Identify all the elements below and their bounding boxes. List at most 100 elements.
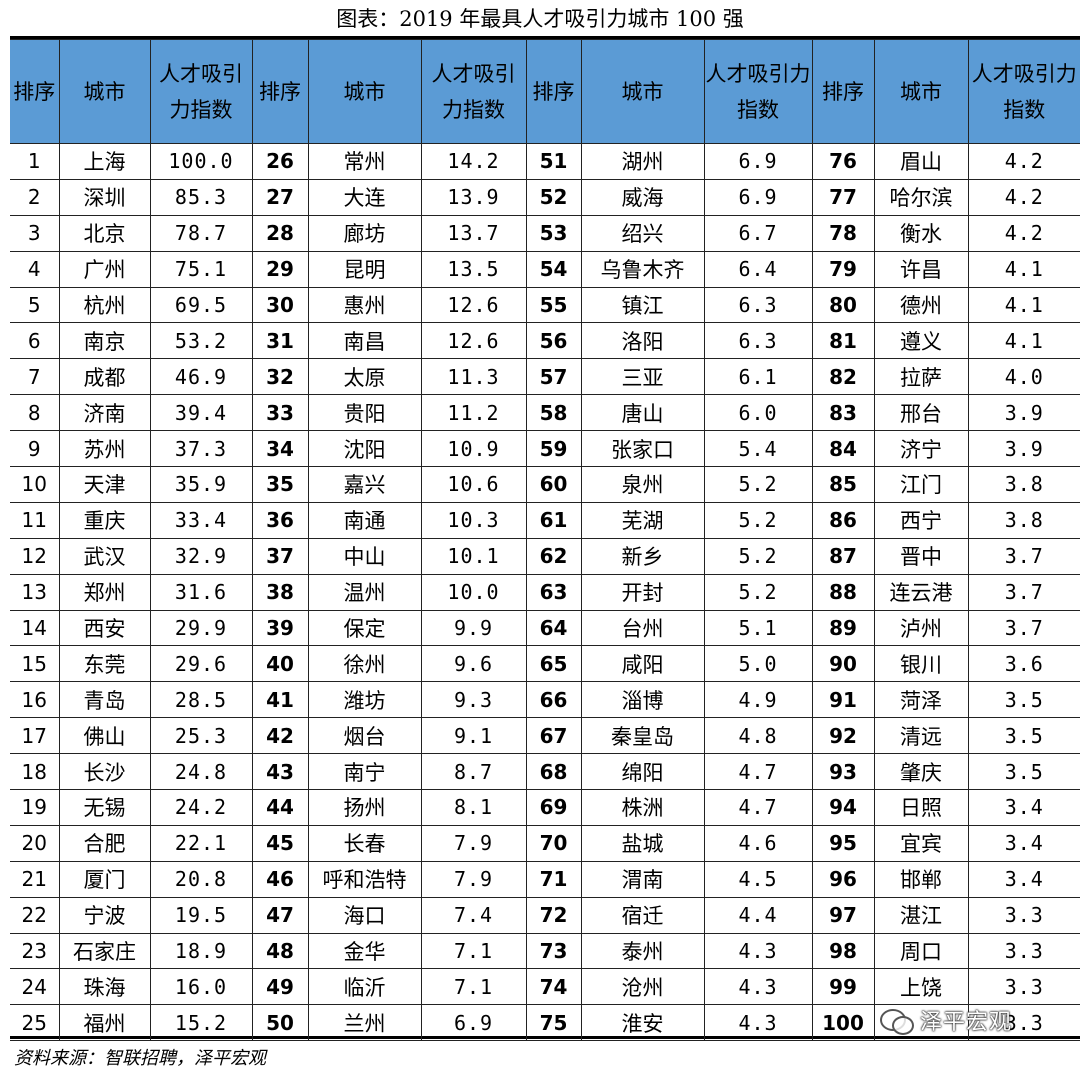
rank-cell: 10 — [10, 466, 60, 503]
index-cell: 39.4 — [149, 394, 253, 432]
city-cell: 合肥 — [58, 824, 151, 862]
rank-cell: 32 — [251, 358, 309, 396]
index-cell: 4.9 — [703, 681, 813, 719]
wechat-icon — [880, 1005, 914, 1035]
city-cell: 淮安 — [580, 1004, 705, 1042]
city-cell: 福州 — [58, 1004, 151, 1042]
city-cell: 肇庆 — [873, 753, 969, 791]
city-cell: 衡水 — [873, 214, 969, 252]
index-cell: 3.3 — [967, 896, 1080, 934]
index-cell: 7.9 — [420, 860, 527, 898]
index-cell: 4.1 — [967, 322, 1080, 360]
city-cell: 昆明 — [307, 250, 422, 288]
rank-cell: 87 — [811, 537, 875, 575]
watermark-text: 泽平宏观 — [920, 1010, 1013, 1035]
table-title: 图表：2019 年最具人才吸引力城市 100 强 — [336, 7, 744, 31]
rank-cell: 100 — [811, 1004, 875, 1042]
index-cell: 8.1 — [420, 789, 527, 826]
index-cell: 9.1 — [420, 717, 527, 755]
city-cell: 宿迁 — [580, 896, 705, 934]
rank-cell: 14 — [10, 609, 60, 647]
index-cell: 3.5 — [967, 681, 1080, 719]
index-cell: 9.9 — [420, 609, 527, 647]
city-cell: 保定 — [307, 609, 422, 647]
rank-cell: 64 — [525, 609, 582, 647]
table-row: 5 杭州 69.5 30 惠州 12.6 55 镇江 6.3 80 德州 4.1 — [10, 286, 1080, 324]
rank-cell: 72 — [525, 896, 582, 934]
city-cell: 沈阳 — [307, 430, 422, 468]
city-cell: 青岛 — [58, 681, 151, 719]
rank-cell: 15 — [10, 645, 60, 683]
rank-cell: 70 — [525, 824, 582, 862]
rank-cell: 48 — [251, 932, 309, 970]
city-cell: 湛江 — [873, 896, 969, 934]
table-row: 21 厦门 20.8 46 呼和浩特 7.9 71 渭南 4.5 96 邯郸 3.4 — [10, 860, 1080, 898]
city-cell: 遵义 — [873, 322, 969, 360]
rank-cell: 91 — [811, 681, 875, 719]
rank-cell: 98 — [811, 932, 875, 970]
city-cell: 成都 — [58, 358, 151, 396]
city-cell: 唐山 — [580, 394, 705, 432]
city-cell: 苏州 — [58, 430, 151, 468]
rank-cell: 80 — [811, 286, 875, 324]
city-cell: 北京 — [58, 214, 151, 252]
city-cell: 拉萨 — [873, 358, 969, 396]
rank-cell: 71 — [525, 860, 582, 898]
rank-cell: 69 — [525, 789, 582, 826]
city-cell: 宁波 — [58, 896, 151, 934]
rank-cell: 94 — [811, 789, 875, 826]
city-cell: 镇江 — [580, 286, 705, 324]
city-cell: 杭州 — [58, 286, 151, 324]
city-cell: 眉山 — [873, 143, 969, 180]
index-cell: 4.4 — [703, 896, 813, 934]
rank-cell: 50 — [251, 1004, 309, 1042]
city-cell: 嘉兴 — [307, 466, 422, 503]
rank-cell: 99 — [811, 968, 875, 1006]
rank-header: 排序 — [10, 39, 60, 144]
city-cell: 天津 — [58, 466, 151, 503]
city-cell: 太原 — [307, 358, 422, 396]
city-cell: 邯郸 — [873, 860, 969, 898]
city-cell: 扬州 — [307, 789, 422, 826]
index-cell: 6.9 — [703, 178, 813, 216]
rank-cell: 63 — [525, 573, 582, 611]
rank-cell: 1 — [10, 143, 60, 180]
index-cell: 3.7 — [967, 609, 1080, 647]
city-cell: 无锡 — [58, 789, 151, 826]
rank-cell: 81 — [811, 322, 875, 360]
rank-cell: 97 — [811, 896, 875, 934]
index-cell: 24.8 — [149, 753, 253, 791]
city-cell: 广州 — [58, 250, 151, 288]
city-cell: 烟台 — [307, 717, 422, 755]
index-cell: 3.9 — [967, 394, 1080, 432]
rank-cell: 61 — [525, 501, 582, 539]
city-cell: 郑州 — [58, 573, 151, 611]
index-cell: 7.4 — [420, 896, 527, 934]
city-cell: 海口 — [307, 896, 422, 934]
index-cell: 6.0 — [703, 394, 813, 432]
rank-cell: 25 — [10, 1004, 60, 1042]
index-cell: 3.4 — [967, 860, 1080, 898]
rank-cell: 88 — [811, 573, 875, 611]
table-row: 15 东莞 29.6 40 徐州 9.6 65 咸阳 5.0 90 银川 3.6 — [10, 645, 1080, 683]
index-cell: 4.2 — [967, 143, 1080, 180]
index-cell: 3.9 — [967, 430, 1080, 468]
index-cell: 3.4 — [967, 824, 1080, 862]
ranking-table-frame: 排序 城市 人才吸引力指数 排序 城市 人才吸引力指数 排序 城市 人才吸引力指数 排序 城市 人才吸… — [10, 36, 1080, 1042]
index-cell: 18.9 — [149, 932, 253, 970]
city-cell: 临沂 — [307, 968, 422, 1006]
index-cell: 5.2 — [703, 501, 813, 539]
rank-cell: 6 — [10, 322, 60, 360]
table-row: 4 广州 75.1 29 昆明 13.5 54 乌鲁木齐 6.4 79 许昌 4.1 — [10, 250, 1080, 288]
city-cell: 常州 — [307, 143, 422, 180]
city-cell: 厦门 — [58, 860, 151, 898]
rank-cell: 38 — [251, 573, 309, 611]
city-cell: 兰州 — [307, 1004, 422, 1042]
index-cell: 16.0 — [149, 968, 253, 1006]
index-cell: 4.7 — [703, 753, 813, 791]
rank-cell: 5 — [10, 286, 60, 324]
index-cell: 4.1 — [967, 250, 1080, 288]
city-cell: 乌鲁木齐 — [580, 250, 705, 288]
table-row: 24 珠海 16.0 49 临沂 7.1 74 沧州 4.3 99 上饶 3.3 — [10, 968, 1080, 1006]
city-cell: 石家庄 — [58, 932, 151, 970]
